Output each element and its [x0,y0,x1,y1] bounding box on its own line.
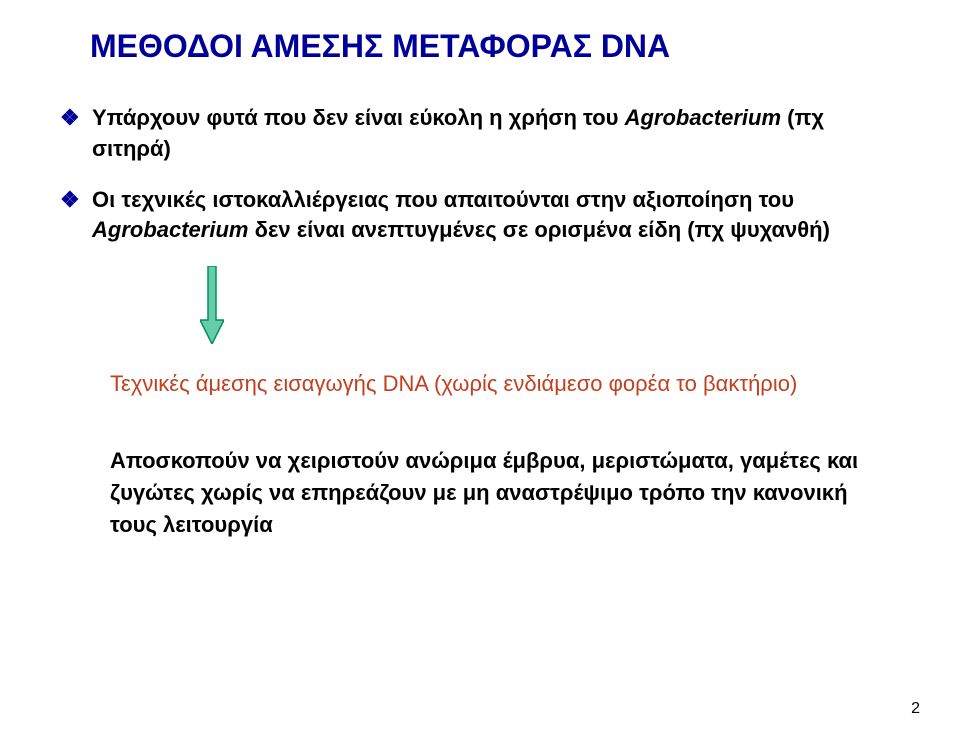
bullet-pre: Υπάρχουν φυτά που δεν είναι εύκολη η χρή… [92,105,625,130]
down-arrow-icon [200,266,900,349]
bullet-item: ❖ Οι τεχνικές ιστοκαλλιέργειας που απαιτ… [60,185,900,247]
bullet-ital: Agrobacterium [625,105,781,130]
bullet-item: ❖ Υπάρχουν φυτά που δεν είναι εύκολη η χ… [60,103,900,165]
bullet-ital: Agrobacterium [92,217,248,242]
bullet-text: Οι τεχνικές ιστοκαλλιέργειας που απαιτού… [92,185,900,247]
goal-paragraph: Αποσκοπούν να χειριστούν ανώριμα έμβρυα,… [110,445,880,541]
bullet-text: Υπάρχουν φυτά που δεν είναι εύκολη η χρή… [92,103,900,165]
bullet-post: δεν είναι ανεπτυγμένες σε ορισμένα είδη … [248,217,829,242]
slide-title: ΜΕΘΟΔΟΙ ΑΜΕΣΗΣ ΜΕΤΑΦΟΡΑΣ DNA [90,28,900,65]
techniques-line: Τεχνικές άμεσης εισαγωγής DNA (χωρίς ενδ… [110,371,900,397]
diamond-bullet-icon: ❖ [60,103,82,134]
arrow-shape [200,266,224,344]
bullet-pre: Οι τεχνικές ιστοκαλλιέργειας που απαιτού… [92,187,794,212]
page-number: 2 [911,700,920,718]
diamond-bullet-icon: ❖ [60,185,82,216]
